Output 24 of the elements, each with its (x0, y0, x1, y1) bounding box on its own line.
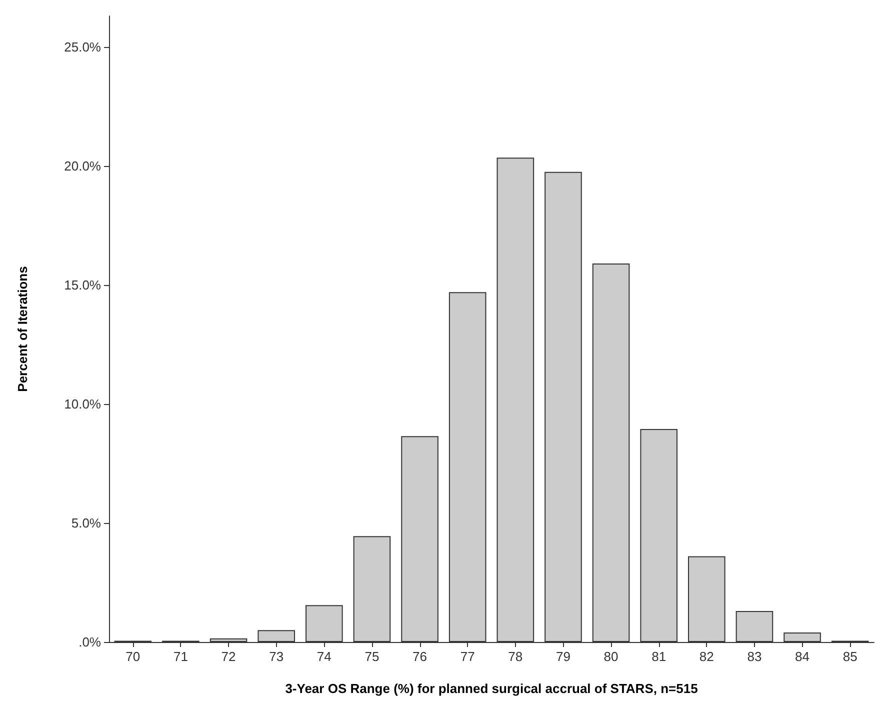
x-tick-label: 80 (604, 649, 618, 664)
x-tick-label: 81 (652, 649, 666, 664)
y-tick-label: .0% (78, 634, 102, 650)
x-tick-label: 83 (747, 649, 762, 664)
y-tick-label: 15.0% (64, 277, 102, 292)
x-tick-label: 82 (699, 649, 714, 664)
x-tick-label: 85 (842, 649, 858, 664)
x-tick-label: 73 (269, 649, 284, 664)
y-tick-label: 20.0% (64, 158, 102, 174)
x-tick-label: 84 (795, 649, 810, 664)
x-axis-title: 3-Year OS Range (%) for planned surgical accrual of STARS, n=515 (285, 681, 698, 696)
y-tick-label: 25.0% (64, 39, 102, 54)
x-tick-label: 72 (221, 649, 236, 664)
y-tick-label: 5.0% (71, 515, 102, 530)
x-tick-label: 79 (556, 649, 570, 664)
x-tick-label: 76 (412, 649, 428, 664)
x-tick-label: 78 (508, 649, 523, 664)
x-tick-label: 70 (126, 649, 140, 664)
y-tick-label: 10.0% (64, 396, 102, 412)
x-tick-label: 77 (460, 649, 475, 664)
x-tick-label: 75 (364, 649, 380, 664)
x-tick-label: 71 (173, 649, 188, 664)
y-axis-title: Percent of Iterations (15, 266, 30, 392)
x-tick-label: 74 (316, 649, 332, 664)
